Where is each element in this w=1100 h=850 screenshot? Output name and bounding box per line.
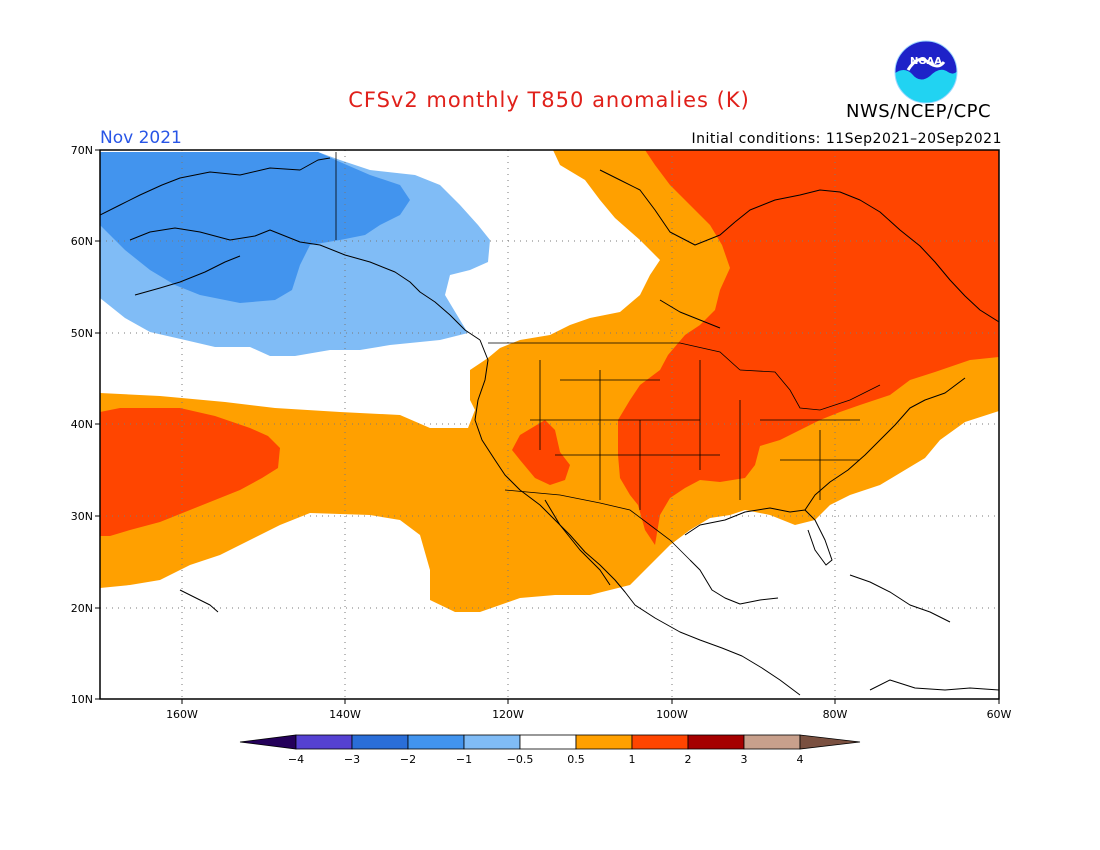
lon-label: 140W [329, 708, 361, 721]
colorbar-swatch [407, 734, 465, 750]
initial-conditions: Initial conditions: 11Sep2021–20Sep2021 [691, 131, 1002, 147]
noaa-logo: NOAA [894, 40, 958, 104]
lat-label: 40N [71, 418, 93, 431]
lat-label: 50N [71, 327, 93, 340]
chart-title: CFSv2 monthly T850 anomalies (K) [348, 88, 750, 112]
colorbar-label: 0.5 [567, 753, 585, 766]
coastlines [100, 157, 999, 696]
lat-label: 30N [71, 510, 93, 523]
anomaly-region-warm-strong-pacific [100, 408, 280, 536]
agency-label: NWS/NCEP/CPC [846, 101, 992, 122]
colorbar-label: −0.5 [507, 753, 534, 766]
colorbar-arrow-high [799, 734, 861, 750]
colorbar-swatch [295, 734, 353, 750]
colorbar-swatch [687, 734, 745, 750]
lat-label: 70N [71, 144, 93, 157]
colorbar-label: −1 [456, 753, 472, 766]
colorbar: −4 −3 −2 −1 −0.5 0.5 1 2 3 4 [239, 734, 861, 766]
colorbar-swatch [351, 734, 409, 750]
lat-label: 10N [71, 693, 93, 706]
colorbar-swatch [575, 734, 633, 750]
colorbar-label: −3 [344, 753, 360, 766]
colorbar-label: 3 [741, 753, 748, 766]
colorbar-label: 1 [629, 753, 636, 766]
colorbar-swatch [463, 734, 521, 750]
anomaly-region-warm-strong-north [618, 150, 999, 545]
lat-label: 20N [71, 602, 93, 615]
lon-ticks [181, 699, 1000, 704]
colorbar-label: −2 [400, 753, 416, 766]
lon-label: 160W [166, 708, 198, 721]
colorbar-swatch [743, 734, 801, 750]
lat-ticks [95, 149, 100, 700]
lat-label: 60N [71, 235, 93, 248]
colorbar-label: 4 [797, 753, 804, 766]
borders [335, 152, 881, 561]
lon-label: 60W [987, 708, 1012, 721]
lon-label: 80W [823, 708, 848, 721]
anomaly-region-cold-mid [100, 152, 410, 303]
colorbar-label: −4 [288, 753, 304, 766]
colorbar-label: 2 [685, 753, 692, 766]
anomaly-region-warm-strong-southwest [512, 420, 570, 485]
forecast-month: Nov 2021 [100, 128, 182, 148]
colorbar-swatch [631, 734, 689, 750]
svg-text:NOAA: NOAA [910, 56, 942, 67]
colorbar-swatch [519, 734, 577, 750]
lon-label: 120W [492, 708, 524, 721]
colorbar-arrow-low [239, 734, 297, 750]
lon-axis: 160W 140W 120W 100W 80W 60W [166, 708, 1011, 721]
lat-axis: 70N 60N 50N 40N 30N 20N 10N [71, 144, 93, 706]
lon-label: 100W [656, 708, 688, 721]
